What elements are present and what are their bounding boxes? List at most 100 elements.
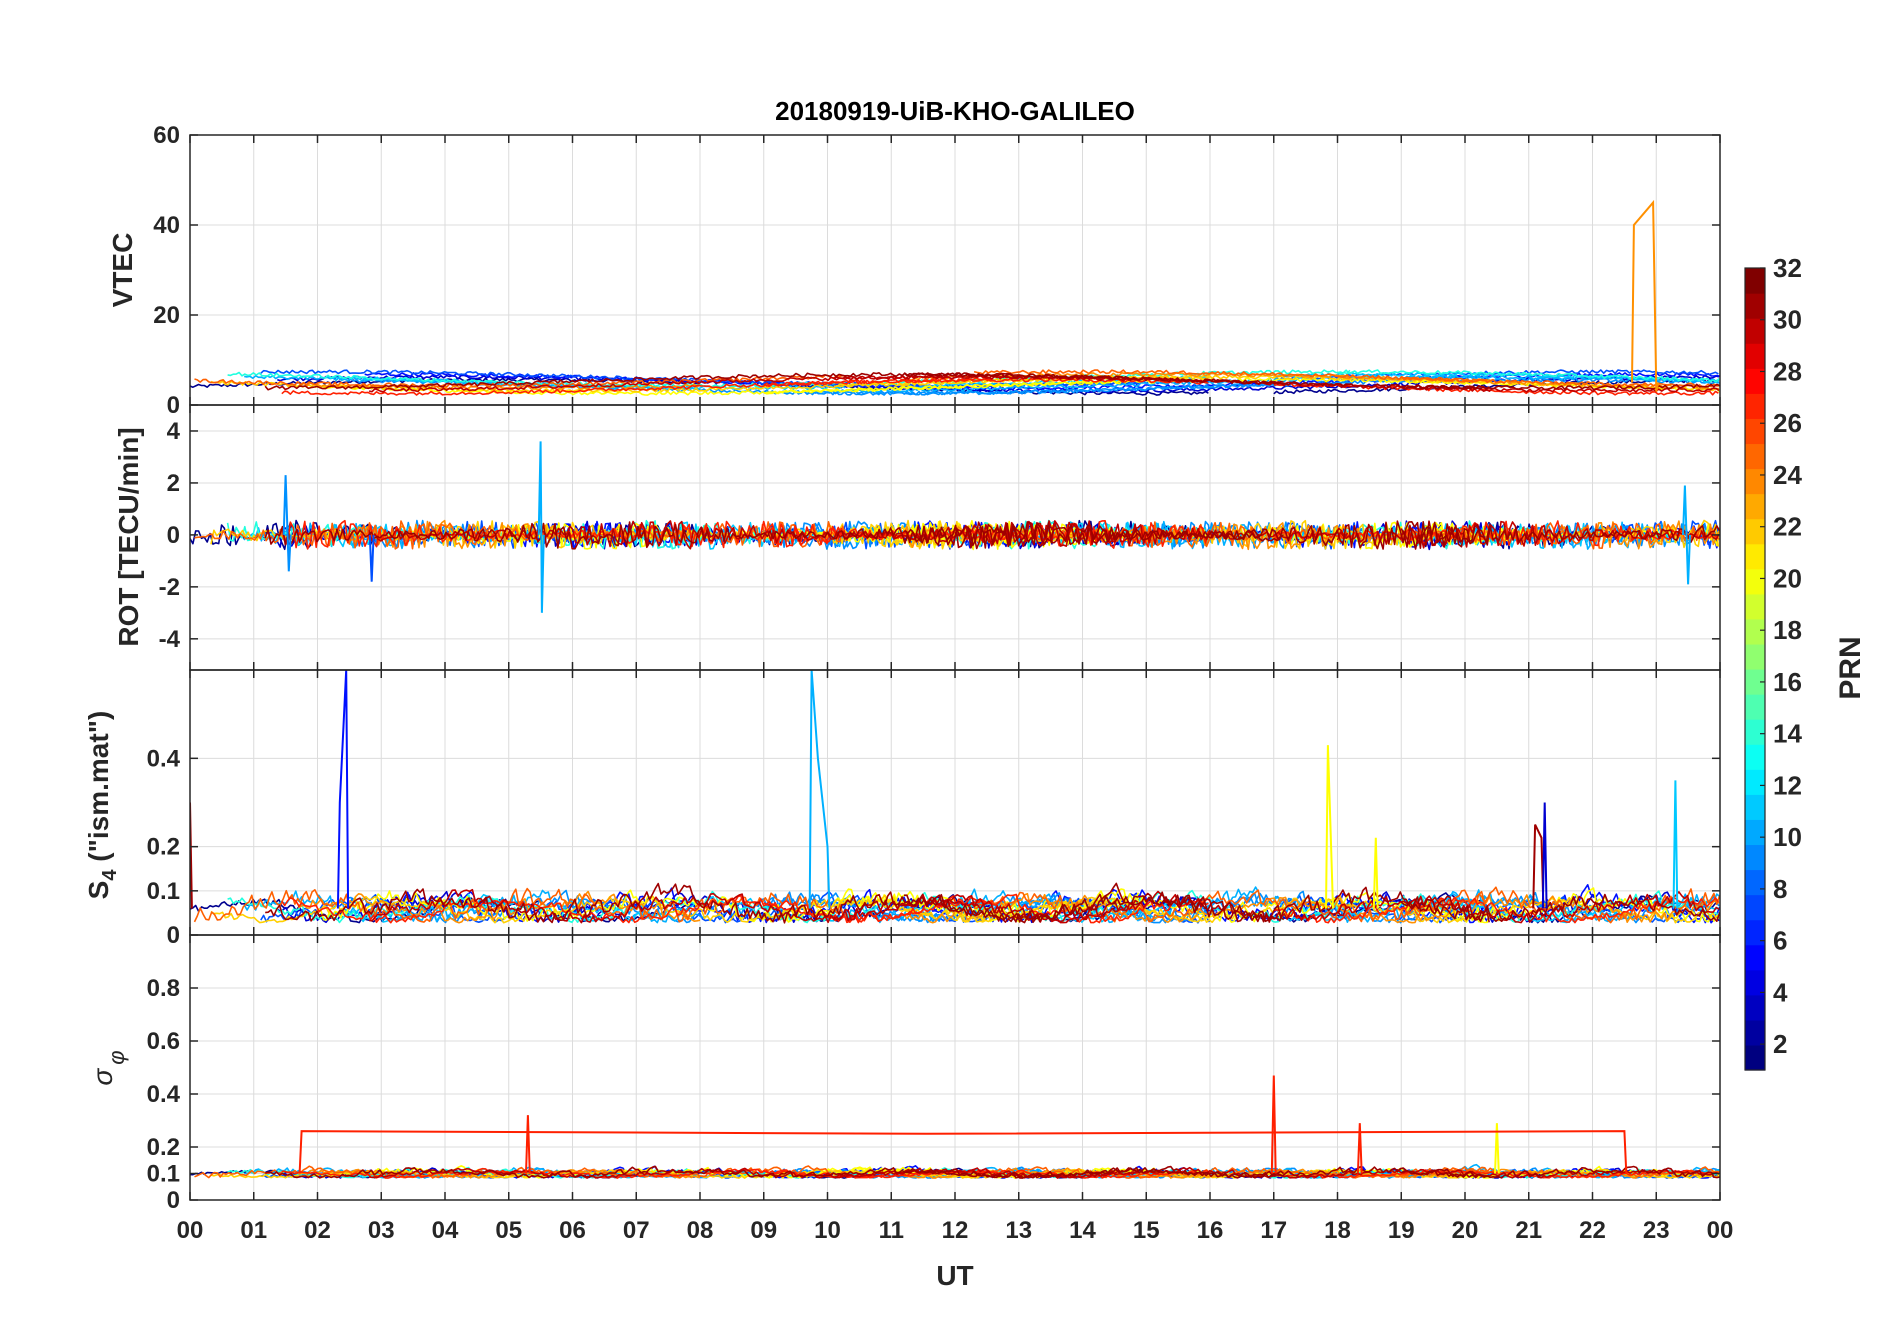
y-tick-label: 0.2 [147, 834, 180, 861]
series-line-prn-23 [1336, 894, 1720, 924]
colorbar-band [1745, 819, 1765, 846]
x-tick-label: 05 [495, 1217, 522, 1244]
sigma-label-main: σ [87, 1068, 118, 1086]
spike-prn-10 [1672, 780, 1679, 909]
series-line-prn-31 [1401, 383, 1720, 391]
y-tick-label: 0.4 [147, 1081, 181, 1108]
colorbar-tick-label: 32 [1773, 253, 1802, 283]
colorbar-band [1745, 994, 1765, 1021]
colorbar-band [1745, 694, 1765, 720]
s4-label-rest: ("ism.mat") [83, 711, 114, 870]
colorbar-band [1745, 468, 1765, 495]
colorbar-tick-label: 18 [1773, 615, 1802, 645]
x-tick-label: 13 [1005, 1217, 1032, 1244]
y-tick-label: 0 [167, 392, 180, 419]
y-tick-label: 4 [167, 418, 181, 445]
y-tick-label: 60 [153, 122, 180, 149]
spike-prn-27 [298, 1130, 1628, 1174]
x-tick-label: 18 [1324, 1217, 1351, 1244]
colorbar-band [1745, 393, 1765, 419]
colorbar-band [1745, 969, 1765, 996]
chart-title: 20180919-UiB-KHO-GALILEO [775, 96, 1135, 126]
x-tick-label: 00 [1707, 1217, 1734, 1244]
y-tick-label: 0.2 [147, 1134, 180, 1161]
series-line-prn-25 [193, 887, 846, 923]
series-line-prn-31 [903, 372, 1490, 391]
series-line-prn-31 [1400, 1165, 1720, 1179]
series-line-prn-27 [1273, 896, 1720, 924]
spike-prn-27 [1356, 1123, 1363, 1174]
series-line-prn-20 [314, 379, 1139, 396]
colorbar-band [1745, 443, 1765, 470]
spike-prn-20 [1372, 837, 1379, 909]
spike-prn-9 [537, 441, 545, 613]
series-line-prn-31 [903, 882, 1490, 924]
spike-prn-9 [808, 670, 831, 909]
y-axis-label-sigma-phi: σφ [87, 1050, 129, 1085]
colorbar-band [1745, 794, 1765, 820]
colorbar-band [1745, 719, 1765, 745]
y-tick-label: 0.1 [147, 1161, 180, 1188]
y-tick-label: 0 [167, 1187, 180, 1214]
colorbar-band [1745, 769, 1765, 795]
series-line-prn-27 [763, 377, 1209, 387]
x-tick-label: 08 [687, 1217, 714, 1244]
series-line-prn-25 [973, 1166, 1489, 1179]
colorbar-band [1745, 618, 1765, 645]
sigma-label-sub: φ [104, 1050, 129, 1064]
x-axis-label: UT [936, 1260, 973, 1291]
x-tick-label: 03 [368, 1217, 395, 1244]
x-tick-label: 23 [1643, 1217, 1670, 1244]
series-group-s4 [190, 670, 1720, 924]
colorbar-tick-label: 20 [1773, 563, 1802, 593]
spike-prn-23 [1631, 199, 1660, 392]
colorbar-tick-label: 14 [1773, 719, 1802, 749]
x-tick-label: 15 [1133, 1217, 1160, 1244]
x-tick-label: 20 [1452, 1217, 1479, 1244]
colorbar-band [1745, 643, 1765, 670]
colorbar-tick-label: 16 [1773, 667, 1802, 697]
y-tick-label: 2 [167, 470, 180, 497]
spike-prn-8 [282, 475, 292, 572]
colorbar-band [1745, 493, 1765, 520]
colorbar-band [1745, 543, 1765, 570]
colorbar-band [1745, 418, 1765, 445]
colorbar-band [1745, 518, 1765, 545]
colorbar-tick-label: 22 [1773, 512, 1802, 542]
y-tick-label: 0 [167, 522, 180, 549]
spike-prn-4 [336, 670, 350, 909]
series-line-prn-25 [1400, 1166, 1720, 1179]
colorbar-tick-label: 12 [1773, 770, 1802, 800]
colorbar-tick-label: 30 [1773, 305, 1802, 335]
colorbar-band [1745, 869, 1765, 896]
x-tick-label: 22 [1579, 1217, 1606, 1244]
y-tick-label: 0 [167, 922, 180, 949]
series-line-prn-27 [1273, 1168, 1719, 1179]
x-tick-label: 16 [1197, 1217, 1224, 1244]
frame-layer [189, 134, 1721, 1201]
colorbar-tick-label: 28 [1773, 356, 1802, 386]
x-tick-label: 00 [177, 1217, 204, 1244]
colorbar-band [1745, 894, 1765, 921]
colorbar-tick-label: 8 [1773, 874, 1787, 904]
colorbar-band [1745, 293, 1765, 319]
x-tick-label: 07 [623, 1217, 650, 1244]
spike-prn-27 [1270, 1075, 1277, 1174]
colorbar-label: PRN [1834, 636, 1867, 699]
spike-prn-6 [368, 534, 375, 582]
colorbar-tick-label: 2 [1773, 1029, 1787, 1059]
y-tick-label: 0.6 [147, 1028, 180, 1055]
colorbar-band [1745, 669, 1765, 695]
series-line-prn-31 [264, 521, 1285, 550]
series-line-prn-8 [763, 380, 1350, 396]
spike-prn-20 [1494, 1123, 1500, 1174]
series-line-prn-31 [1400, 893, 1720, 922]
spike-prn-20 [1325, 745, 1334, 909]
colorbar-band [1745, 343, 1765, 369]
x-tick-labels: 00 01 02 03 04 05 06 07 08 09 10 11 12 13 14 15 16 17 18 19… [177, 1217, 1734, 1244]
y-axis-label-vtec: VTEC [107, 233, 138, 308]
colorbar-frame [1744, 267, 1766, 1071]
